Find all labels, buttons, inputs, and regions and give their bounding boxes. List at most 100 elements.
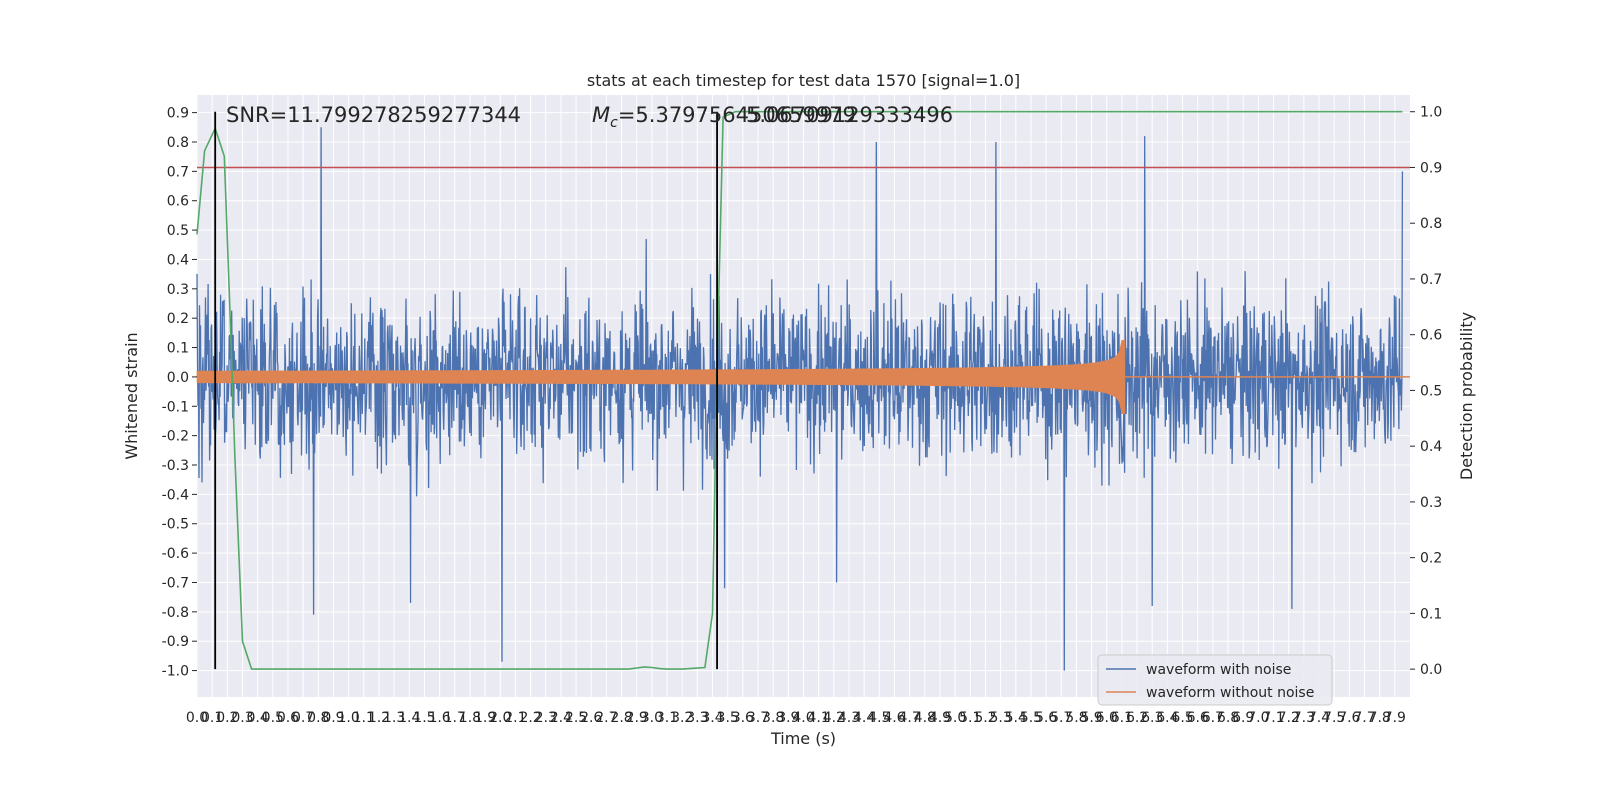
- y-tick-label: 0.1: [167, 341, 189, 357]
- y-tick-label: 0.5: [167, 223, 189, 239]
- legend-label-with-noise: waveform with noise: [1146, 662, 1291, 678]
- x-tick-label: 4.7: [899, 710, 921, 726]
- x-tick-label: 7.2: [1278, 710, 1300, 726]
- legend: waveform with noise waveform without noi…: [1097, 654, 1333, 706]
- x-tick-label: 2.5: [565, 710, 587, 726]
- x-tick-label: 6.8: [1217, 710, 1239, 726]
- y-tick-label: -1.0: [162, 664, 189, 680]
- x-tick-label: 6.9: [1232, 710, 1254, 726]
- x-tick-label: 6.6: [1187, 710, 1209, 726]
- series-detection-probability: [196, 110, 1403, 670]
- y-right-tick-label: 0.1: [1420, 606, 1442, 622]
- x-tick-label: 6.5: [1171, 710, 1193, 726]
- x-tick-label: 3.6: [732, 710, 754, 726]
- x-tick-label: 3.8: [762, 710, 784, 726]
- y-tick-label: -0.2: [162, 429, 189, 445]
- y-tick-label: -0.4: [162, 487, 189, 503]
- x-tick-label: 5.1: [959, 710, 981, 726]
- x-tick-label: 2.4: [550, 710, 572, 726]
- x-tick-label: 3.1: [656, 710, 678, 726]
- x-tick-label: 1.1: [353, 710, 375, 726]
- x-tick-label: 0.1: [201, 710, 223, 726]
- x-tick-label: 5.0: [944, 710, 966, 726]
- x-tick-label: 5.9: [1080, 710, 1102, 726]
- y-tick-labels: 0.9 0.8 0.7 0.6 0.5 0.4 0.3 0.2 0.1 0.0 -0.1 -0.2 -0…: [162, 106, 197, 680]
- x-tick-label: 4.4: [853, 710, 875, 726]
- x-tick-label: 1.7: [444, 710, 466, 726]
- y-tick-label: -0.6: [162, 546, 189, 562]
- x-tick-label: 7.3: [1293, 710, 1315, 726]
- y-right-tick-label: 0.9: [1420, 160, 1442, 176]
- x-tick-label: 2.8: [610, 710, 632, 726]
- x-tick-label: 4.0: [792, 710, 814, 726]
- x-tick-label: 1.6: [428, 710, 450, 726]
- x-tick-label: 4.2: [823, 710, 845, 726]
- legend-box: [1097, 654, 1333, 706]
- x-tick-label: 4.1: [808, 710, 830, 726]
- x-tick-label: 6.4: [1156, 710, 1178, 726]
- x-tick-label: 5.2: [974, 710, 996, 726]
- x-tick-label: 2.0: [489, 710, 511, 726]
- y-tick-label: -0.1: [162, 399, 189, 415]
- x-tick-label: 5.3: [989, 710, 1011, 726]
- y-tick-label: -0.3: [162, 458, 189, 474]
- x-tick-label: 0.2: [216, 710, 238, 726]
- x-tick-label: 7.5: [1323, 710, 1345, 726]
- x-tick-label: 7.1: [1262, 710, 1284, 726]
- x-tick-label: 7.4: [1308, 710, 1330, 726]
- chirp-mass-value: =5.379756450659979: [618, 103, 856, 127]
- x-tick-label: 3.3: [686, 710, 708, 726]
- x-tick-label: 0.4: [247, 710, 269, 726]
- x-tick-label: 3.0: [641, 710, 663, 726]
- y-right-tick-label: 0.0: [1420, 662, 1442, 678]
- y-right-tick-label: 0.8: [1420, 216, 1442, 232]
- x-tick-label: 4.5: [868, 710, 890, 726]
- x-tick-label: 7.0: [1247, 710, 1269, 726]
- x-tick-label: 1.5: [413, 710, 435, 726]
- x-tick-label: 0.6: [277, 710, 299, 726]
- snr-annotation: SNR=11.799278259277344: [226, 103, 521, 127]
- x-tick-label: 7.6: [1338, 710, 1360, 726]
- x-tick-label: 1.3: [383, 710, 405, 726]
- y-tick-label: 0.7: [167, 164, 189, 180]
- y-tick-label: 0.9: [167, 106, 189, 122]
- y-tick-label: -0.7: [162, 575, 189, 591]
- x-tick-label: 4.8: [914, 710, 936, 726]
- y-right-tick-labels: 1.0 0.9 0.8 0.7 0.6 0.5 0.4 0.3 0.2 0.1 0.0: [1410, 105, 1442, 678]
- y-tick-label: 0.4: [167, 252, 189, 268]
- x-tick-label: 0.3: [231, 710, 253, 726]
- y-axis-label: Whitened strain: [122, 332, 141, 459]
- y-tick-label: 0.0: [167, 370, 189, 386]
- chirp-mass-symbol: M: [592, 103, 610, 127]
- x-tick-label: 2.6: [580, 710, 602, 726]
- x-tick-label: 3.9: [777, 710, 799, 726]
- x-axis-label: Time (s): [770, 729, 836, 748]
- overlapping-annotation: 5.06709129333496: [746, 103, 953, 127]
- x-tick-label: 6.2: [1126, 710, 1148, 726]
- x-tick-label: 0.8: [307, 710, 329, 726]
- y-tick-label: -0.9: [162, 634, 189, 650]
- x-tick-label: 5.8: [1065, 710, 1087, 726]
- y-right-tick-label: 0.3: [1420, 495, 1442, 511]
- y-right-axis-label: Detection probability: [1457, 312, 1476, 480]
- y-tick-label: -0.5: [162, 517, 189, 533]
- x-tick-label: 0.0: [186, 710, 208, 726]
- x-tick-label: 5.5: [1020, 710, 1042, 726]
- x-tick-label: 6.7: [1202, 710, 1224, 726]
- x-tick-label: 0.5: [262, 710, 284, 726]
- x-tick-label: 0.9: [322, 710, 344, 726]
- x-tick-label: 4.6: [883, 710, 905, 726]
- x-tick-label: 1.9: [474, 710, 496, 726]
- y-tick-label: 0.3: [167, 282, 189, 298]
- x-tick-label: 7.7: [1353, 710, 1375, 726]
- series-waveform-without-noise-envelope: [196, 339, 1126, 414]
- legend-label-without-noise: waveform without noise: [1146, 685, 1314, 701]
- x-tick-label: 0.7: [292, 710, 314, 726]
- y-tick-label: 0.2: [167, 311, 189, 327]
- chirp-mass-subscript: c: [610, 115, 618, 131]
- series-waveform-with-noise: [196, 127, 1404, 671]
- x-tick-label: 4.9: [929, 710, 951, 726]
- x-tick-label: 6.0: [1096, 710, 1118, 726]
